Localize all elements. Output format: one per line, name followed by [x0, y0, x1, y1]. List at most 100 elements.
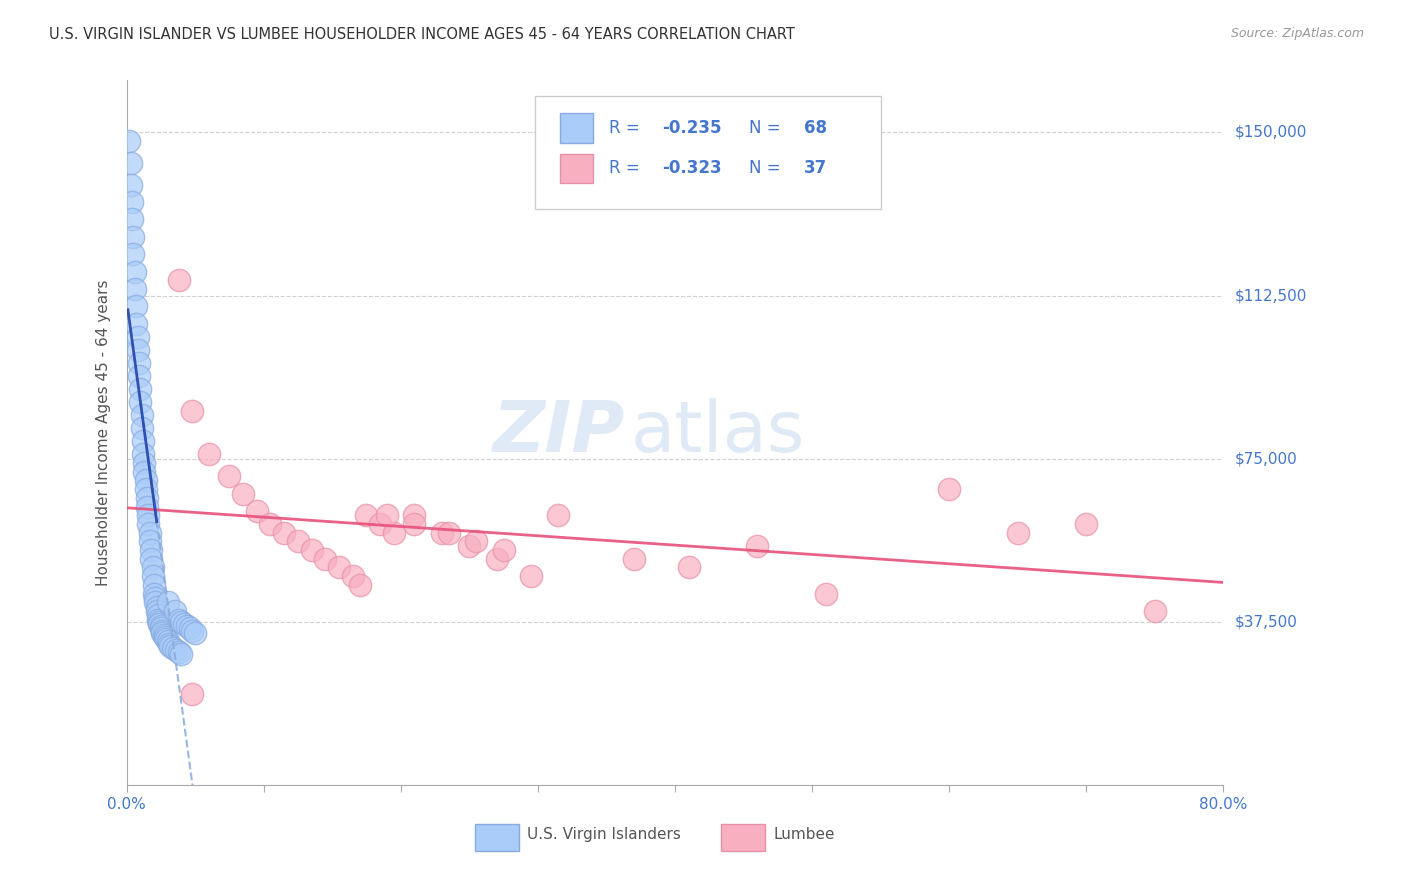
Point [121, 212, 143, 227]
Point [938, 482, 960, 496]
Point [176, 619, 198, 633]
Point [246, 504, 269, 518]
Point [124, 265, 146, 279]
Point [181, 624, 204, 638]
Point [259, 516, 281, 531]
Point [184, 625, 207, 640]
Point [131, 408, 153, 422]
Point [368, 516, 391, 531]
Point [181, 404, 204, 418]
Point [437, 525, 460, 540]
FancyBboxPatch shape [560, 113, 593, 143]
Point [136, 491, 159, 505]
Point [314, 551, 336, 566]
Point [328, 560, 350, 574]
Point [547, 508, 569, 523]
Text: R =: R = [609, 160, 645, 178]
Point [349, 578, 371, 592]
Point [150, 624, 173, 638]
Point [141, 551, 163, 566]
Point [149, 621, 172, 635]
Text: atlas: atlas [631, 398, 806, 467]
Point [148, 617, 170, 632]
Point [156, 634, 179, 648]
Point [287, 534, 309, 549]
Point [150, 625, 173, 640]
FancyBboxPatch shape [475, 824, 519, 851]
Point [747, 539, 769, 553]
Point [131, 421, 153, 435]
Point [218, 469, 240, 483]
Point [167, 613, 190, 627]
Text: -0.235: -0.235 [662, 120, 721, 137]
Point [678, 560, 700, 574]
Point [197, 447, 219, 461]
Point [179, 621, 201, 635]
Point [145, 599, 167, 614]
Text: $150,000: $150,000 [1234, 125, 1306, 140]
Point [375, 508, 398, 523]
Text: N =: N = [749, 120, 786, 137]
Y-axis label: Householder Income Ages 45 - 64 years: Householder Income Ages 45 - 64 years [96, 279, 111, 586]
Point [301, 543, 323, 558]
Point [122, 230, 145, 244]
Point [173, 617, 195, 632]
Point [148, 615, 170, 629]
Point [232, 486, 254, 500]
Text: $112,500: $112,500 [1234, 288, 1306, 303]
Text: R =: R = [609, 120, 645, 137]
Text: 37: 37 [804, 160, 828, 178]
Point [181, 687, 204, 701]
Text: $75,000: $75,000 [1234, 451, 1298, 467]
Point [159, 639, 181, 653]
Point [136, 500, 159, 514]
Point [127, 330, 149, 344]
Point [520, 569, 543, 583]
Text: N =: N = [749, 160, 786, 178]
Point [135, 474, 157, 488]
Point [143, 595, 166, 609]
Point [121, 195, 143, 210]
Point [170, 615, 193, 629]
Point [142, 560, 165, 574]
Point [157, 637, 180, 651]
Point [163, 604, 186, 618]
Point [125, 317, 148, 331]
Point [430, 525, 453, 540]
Point [404, 508, 426, 523]
Point [125, 300, 148, 314]
Point [465, 534, 488, 549]
Point [162, 640, 184, 655]
Text: ZIP: ZIP [494, 398, 626, 467]
Point [165, 643, 187, 657]
Point [139, 534, 162, 549]
Point [143, 578, 166, 592]
Point [129, 382, 152, 396]
Point [623, 551, 645, 566]
Point [146, 608, 169, 623]
Point [141, 543, 163, 558]
Point [356, 508, 378, 523]
Point [127, 343, 149, 357]
Point [1076, 516, 1098, 531]
Point [139, 525, 162, 540]
Point [167, 645, 190, 659]
Point [135, 482, 157, 496]
Point [273, 525, 295, 540]
Point [1007, 525, 1029, 540]
Point [138, 508, 160, 523]
FancyBboxPatch shape [534, 95, 882, 210]
Point [124, 282, 146, 296]
Point [118, 134, 141, 148]
Point [149, 619, 172, 633]
Text: U.S. Virgin Islanders: U.S. Virgin Islanders [527, 828, 681, 842]
Point [485, 551, 508, 566]
Point [134, 465, 156, 479]
Point [143, 586, 166, 600]
Text: U.S. VIRGIN ISLANDER VS LUMBEE HOUSEHOLDER INCOME AGES 45 - 64 YEARS CORRELATION: U.S. VIRGIN ISLANDER VS LUMBEE HOUSEHOLD… [49, 27, 794, 42]
Point [128, 356, 150, 370]
Point [122, 247, 145, 261]
Point [138, 516, 160, 531]
Point [153, 630, 176, 644]
Text: $37,500: $37,500 [1234, 615, 1298, 630]
